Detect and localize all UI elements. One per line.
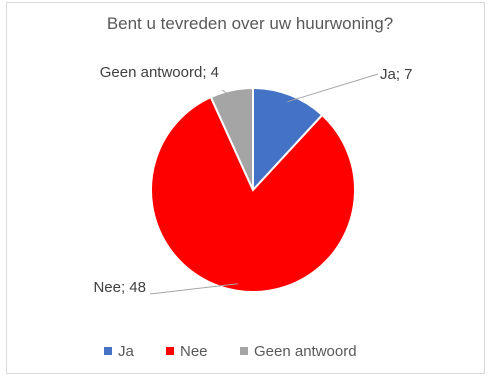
chart-title: Bent u tevreden over uw huurwoning?: [107, 14, 393, 33]
legend-label-nee: Nee: [180, 343, 208, 360]
chart-legend: Ja Nee Geen antwoord: [104, 343, 357, 360]
data-label-nee: Nee; 48: [93, 279, 146, 296]
leader-line-ja: [288, 74, 379, 102]
legend-label-geen-antwoord: Geen antwoord: [254, 343, 357, 360]
data-label-ja: Ja; 7: [380, 66, 413, 83]
data-label-geen-antwoord: Geen antwoord; 4: [100, 64, 219, 81]
legend-swatch-geen-antwoord: [240, 347, 248, 355]
pie-slices: [151, 88, 355, 292]
legend-swatch-ja: [104, 347, 112, 355]
legend-label-ja: Ja: [118, 343, 135, 360]
legend-swatch-nee: [166, 347, 174, 355]
